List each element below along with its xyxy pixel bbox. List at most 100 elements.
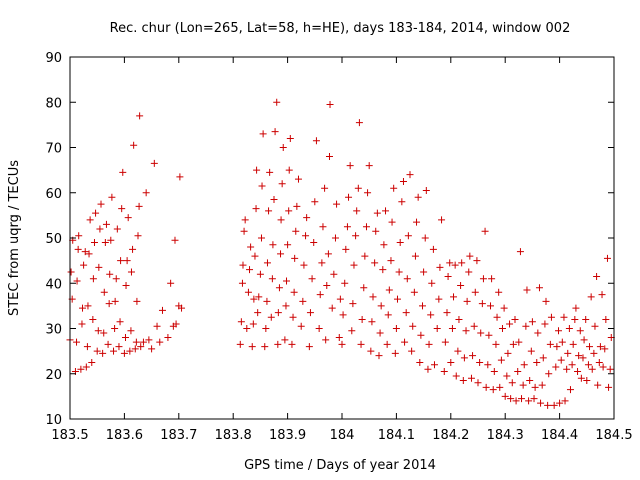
data-point [569,340,577,348]
data-point [324,250,332,258]
data-point [315,325,323,332]
data-point [440,367,448,375]
data-point [419,302,427,310]
data-point [568,361,576,369]
data-point [312,137,320,145]
data-point [542,297,550,305]
data-point [256,270,264,278]
data-point [250,295,258,303]
data-point [539,354,547,362]
data-point [478,300,486,308]
data-point [156,338,164,346]
data-point [305,343,313,351]
data-point [110,347,118,355]
x-tick-label: 184.5 [595,428,632,443]
data-point [263,297,271,305]
data-point [350,261,358,269]
data-point [471,288,479,296]
data-point [251,252,259,260]
data-point [470,322,478,330]
data-point [463,297,471,305]
data-point [504,349,512,357]
data-point [150,159,158,167]
data-point [512,397,520,405]
data-point [605,383,613,391]
data-point [254,309,262,317]
data-point [382,207,390,215]
data-point [544,401,552,409]
data-point [135,202,143,210]
x-tick-label: 184.2 [432,428,469,443]
data-point [375,352,383,360]
data-point [395,268,403,276]
data-point [270,196,278,204]
data-point [318,259,326,267]
data-point [528,318,536,326]
data-point [94,327,102,335]
data-point [106,270,114,278]
data-point [277,250,285,258]
data-point [241,216,249,224]
data-point [550,401,558,409]
data-point [271,128,279,136]
data-point [367,347,375,355]
data-point [448,325,456,332]
data-point [408,347,416,355]
data-point [484,361,492,369]
data-point [424,365,432,373]
y-tick-label: 60 [45,187,62,202]
data-point [553,343,561,351]
data-point [308,275,316,283]
data-point [257,234,265,242]
x-tick-label: 184.1 [378,428,415,443]
data-point [441,338,449,346]
data-point [90,239,98,247]
data-point [576,327,584,335]
data-point [123,257,131,265]
data-point [577,374,585,382]
x-axis-tick-labels: 183.5 183.6 183.7 183.8 183.9 184 184.1 184.2 18… [51,428,632,443]
data-point [541,320,549,328]
x-tick-label: 184.3 [487,428,524,443]
data-point [379,266,387,274]
data-point [372,227,380,235]
data-point [85,250,93,258]
data-point [281,336,289,344]
data-point [511,315,519,323]
data-point [410,288,418,296]
data-point [303,214,311,222]
data-point [526,377,534,385]
data-point [77,365,85,373]
data-point [474,379,482,387]
data-point [469,352,477,360]
data-point [392,325,400,332]
data-point [417,331,425,339]
y-tick-label: 40 [45,277,62,292]
data-point [153,322,161,330]
data-point [354,184,362,192]
data-point [590,349,598,357]
data-point [300,261,308,269]
data-point [113,225,121,233]
data-point [385,286,393,294]
data-point [383,340,391,348]
data-point [237,318,245,326]
data-point [588,365,596,373]
data-point [523,286,531,294]
data-point [310,239,318,247]
data-point [330,270,338,278]
data-point [380,241,388,249]
data-point [535,284,543,292]
data-point [558,338,566,346]
data-point [458,259,466,267]
data-point [594,381,602,389]
data-point [560,313,568,321]
data-point [571,315,579,323]
data-point [564,349,572,357]
y-axis-tick-labels: 10 20 30 40 50 60 70 80 90 [45,51,62,428]
data-point [401,338,409,346]
x-tick-label: 183.8 [215,428,252,443]
y-tick-label: 10 [45,413,62,428]
data-point [587,293,595,301]
data-point [342,245,350,253]
